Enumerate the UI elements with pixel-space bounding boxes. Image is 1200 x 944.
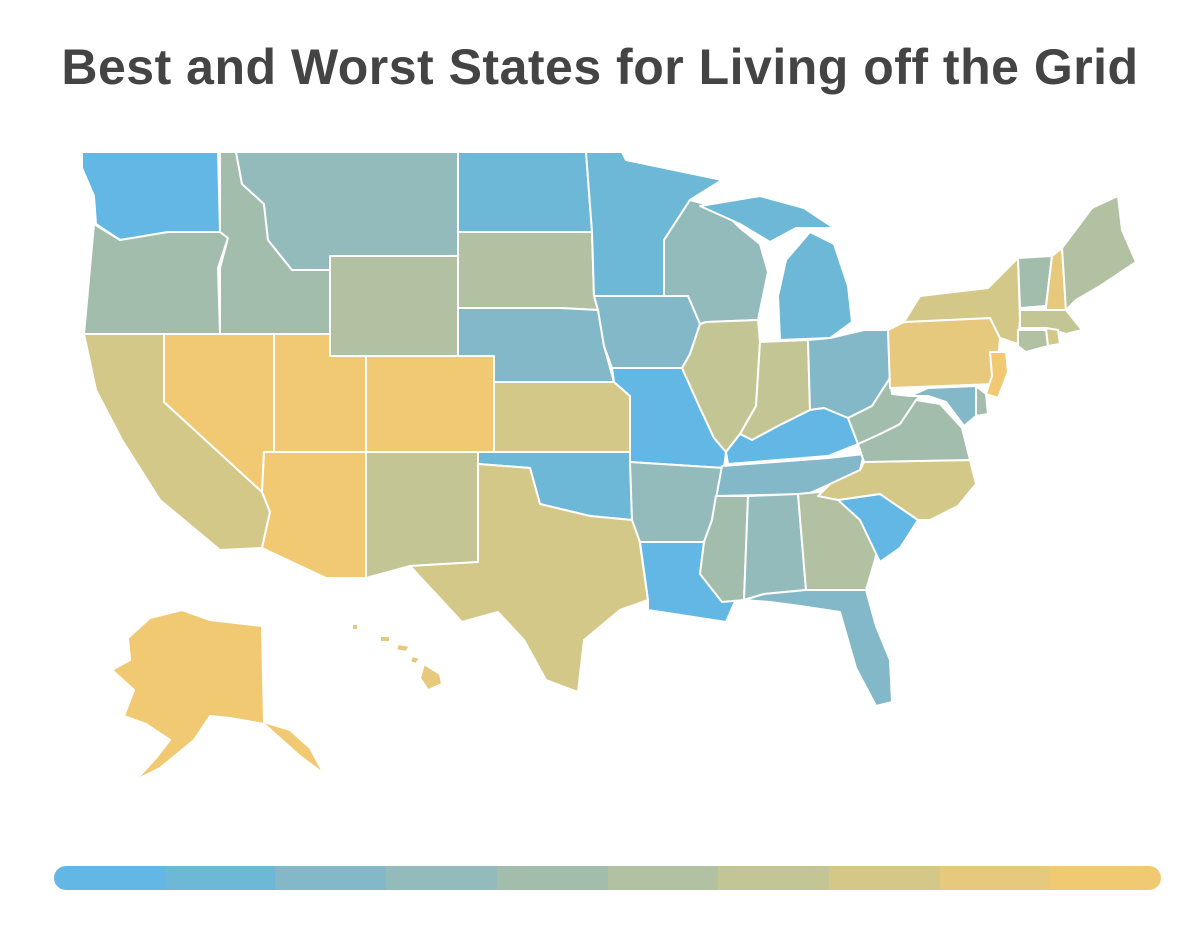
state-IA[interactable]: Iowa bbox=[593, 295, 701, 369]
state-IL[interactable]: Illinois bbox=[681, 319, 761, 453]
state-MS[interactable]: Mississippi bbox=[699, 495, 749, 603]
legend-swatch-6 bbox=[607, 866, 719, 890]
state-RI[interactable]: Rhode Island bbox=[1045, 327, 1061, 347]
state-NJ[interactable]: New Jersey bbox=[985, 351, 1009, 399]
color-scale-legend bbox=[54, 866, 1161, 890]
legend-swatch-2 bbox=[164, 866, 276, 890]
state-WA[interactable]: Washington bbox=[81, 151, 221, 241]
state-TX[interactable]: Texas bbox=[409, 463, 649, 693]
state-ND[interactable]: North Dakota bbox=[457, 151, 593, 233]
legend-swatch-9 bbox=[939, 866, 1051, 890]
state-FL[interactable]: Florida bbox=[743, 589, 893, 707]
legend-swatch-7 bbox=[718, 866, 829, 890]
state-AK[interactable]: Alaska bbox=[111, 609, 325, 781]
state-ME[interactable]: Maine bbox=[1061, 195, 1137, 311]
legend-swatch-8 bbox=[828, 866, 940, 890]
state-KS[interactable]: Kansas bbox=[493, 381, 631, 453]
state-WY[interactable]: Wyoming bbox=[329, 255, 459, 357]
state-AZ[interactable]: Arizona bbox=[261, 451, 367, 579]
state-AL[interactable]: Alabama bbox=[743, 493, 807, 601]
state-CT[interactable]: Connecticut bbox=[1017, 329, 1049, 353]
legend-swatch-5 bbox=[496, 866, 608, 890]
legend-swatch-10 bbox=[1050, 866, 1161, 890]
legend-swatch-3 bbox=[275, 866, 387, 890]
legend-swatch-4 bbox=[386, 866, 497, 890]
state-PA[interactable]: Pennsylvania bbox=[887, 317, 1001, 389]
page-title: Best and Worst States for Living off the… bbox=[61, 39, 1139, 95]
state-OR[interactable]: Oregon bbox=[83, 223, 229, 335]
state-NM[interactable]: New Mexico bbox=[365, 451, 479, 579]
state-MA[interactable]: Massachusetts bbox=[1019, 309, 1083, 335]
state-HI[interactable]: Hawaii bbox=[351, 623, 443, 691]
state-MD[interactable]: Maryland bbox=[909, 385, 977, 427]
state-MI[interactable]: Michigan bbox=[699, 195, 853, 341]
legend-swatch-1 bbox=[54, 866, 165, 890]
state-SD[interactable]: South Dakota bbox=[457, 231, 599, 311]
state-NC[interactable]: North Carolina bbox=[817, 459, 977, 521]
state-CO[interactable]: Colorado bbox=[365, 355, 495, 453]
